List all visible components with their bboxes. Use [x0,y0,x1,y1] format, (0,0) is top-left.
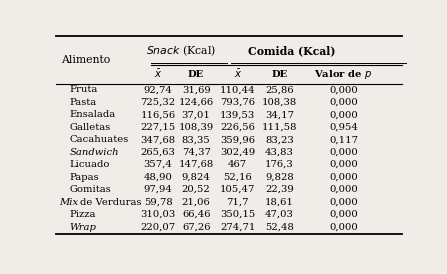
Text: 92,74: 92,74 [143,85,173,94]
Text: 48,90: 48,90 [143,173,173,182]
Text: 67,26: 67,26 [182,222,211,232]
Text: 124,66: 124,66 [179,98,214,107]
Text: Gomitas: Gomitas [70,185,111,194]
Text: 43,83: 43,83 [265,148,294,157]
Text: 310,03: 310,03 [140,210,176,219]
Text: 108,38: 108,38 [261,98,297,107]
Text: 52,48: 52,48 [265,222,294,232]
Text: 347,68: 347,68 [140,135,176,144]
Text: 0,000: 0,000 [329,173,358,182]
Text: $\it{Snack}$ (Kcal): $\it{Snack}$ (Kcal) [146,43,215,58]
Text: 37,01: 37,01 [182,110,211,119]
Text: 0,000: 0,000 [329,110,358,119]
Text: Ensalada: Ensalada [70,110,116,119]
Text: Valor de $p$: Valor de $p$ [314,67,372,81]
Text: 0,000: 0,000 [329,222,358,232]
Text: 71,7: 71,7 [227,198,249,207]
Text: Alimento: Alimento [61,55,110,65]
Text: de Verduras: de Verduras [80,198,142,207]
Text: Cacahuates: Cacahuates [70,135,129,144]
Text: 0,117: 0,117 [329,135,358,144]
Text: 227,15: 227,15 [140,123,176,132]
Text: 108,39: 108,39 [178,123,214,132]
Text: Licuado: Licuado [70,160,110,169]
Text: 147,68: 147,68 [178,160,214,169]
Text: 0,000: 0,000 [329,198,358,207]
Text: Mix: Mix [59,198,79,207]
Text: 97,94: 97,94 [143,185,173,194]
Text: 47,03: 47,03 [265,210,294,219]
Text: Pizza: Pizza [70,210,96,219]
Text: $\bar{x}$: $\bar{x}$ [154,68,162,80]
Text: 20,52: 20,52 [182,185,211,194]
Text: 302,49: 302,49 [220,148,255,157]
Text: 111,58: 111,58 [261,123,297,132]
Text: 22,39: 22,39 [265,185,294,194]
Text: 0,000: 0,000 [329,160,358,169]
Text: 9,824: 9,824 [182,173,211,182]
Text: $\bar{x}$: $\bar{x}$ [234,68,242,80]
Text: 25,86: 25,86 [265,85,294,94]
Text: 34,17: 34,17 [265,110,294,119]
Text: 357,4: 357,4 [143,160,173,169]
Text: 83,35: 83,35 [182,135,211,144]
Text: 176,3: 176,3 [265,160,294,169]
Text: 105,47: 105,47 [220,185,255,194]
Text: 265,63: 265,63 [141,148,176,157]
Text: 31,69: 31,69 [182,85,211,94]
Text: Sandwich: Sandwich [70,148,119,157]
Text: DE: DE [271,70,287,79]
Text: Wrap: Wrap [70,222,97,232]
Text: DE: DE [188,70,204,79]
Text: 274,71: 274,71 [220,222,255,232]
Text: 226,56: 226,56 [220,123,255,132]
Text: 350,15: 350,15 [220,210,255,219]
Text: 59,78: 59,78 [143,198,173,207]
Text: Comida (Kcal): Comida (Kcal) [248,45,335,56]
Text: 110,44: 110,44 [220,85,256,94]
Text: 0,000: 0,000 [329,85,358,94]
Text: 74,37: 74,37 [182,148,211,157]
Text: 21,06: 21,06 [182,198,211,207]
Text: 83,23: 83,23 [265,135,294,144]
Text: 467: 467 [228,160,247,169]
Text: Galletas: Galletas [70,123,111,132]
Text: 9,828: 9,828 [265,173,294,182]
Text: 725,32: 725,32 [140,98,176,107]
Text: 116,56: 116,56 [140,110,176,119]
Text: 0,954: 0,954 [329,123,358,132]
Text: Pasta: Pasta [70,98,97,107]
Text: 0,000: 0,000 [329,185,358,194]
Text: Papas: Papas [70,173,99,182]
Text: Fruta: Fruta [70,85,98,94]
Text: 359,96: 359,96 [220,135,255,144]
Text: 220,07: 220,07 [140,222,176,232]
Text: 18,61: 18,61 [265,198,294,207]
Text: 139,53: 139,53 [220,110,255,119]
Text: 0,000: 0,000 [329,148,358,157]
Text: 66,46: 66,46 [182,210,211,219]
Text: 0,000: 0,000 [329,210,358,219]
Text: 793,76: 793,76 [220,98,255,107]
Text: 52,16: 52,16 [224,173,252,182]
Text: 0,000: 0,000 [329,98,358,107]
